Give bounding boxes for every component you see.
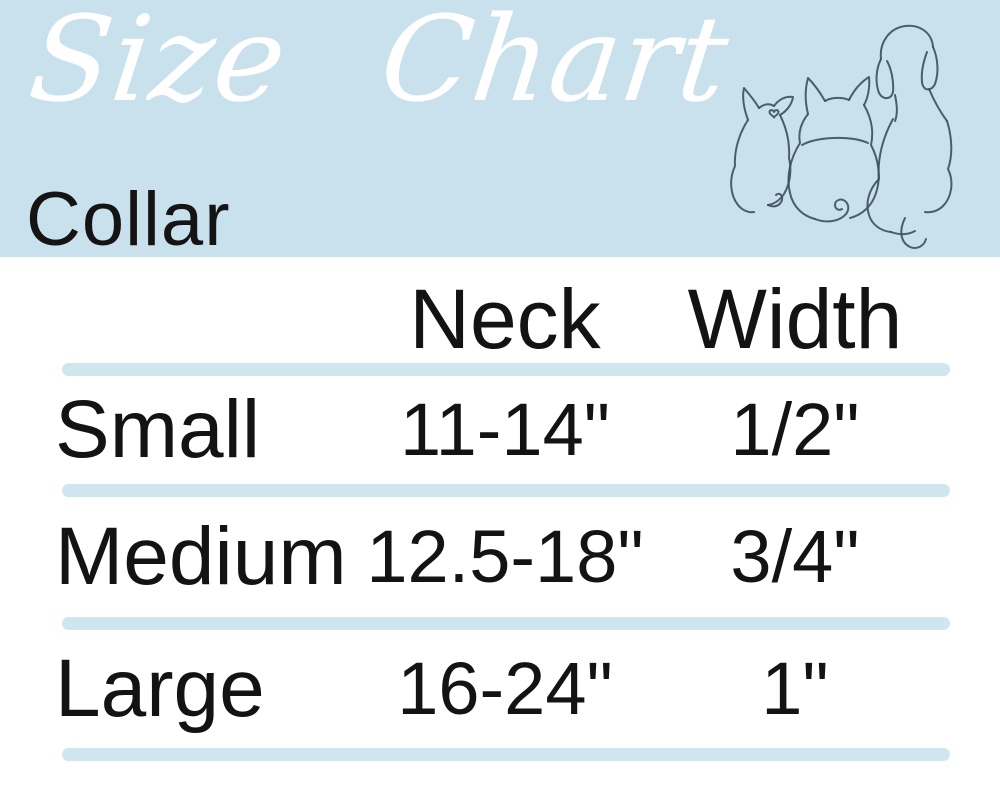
banner: Size Chart Collar — [0, 0, 1000, 262]
size-label: Small — [55, 384, 261, 475]
product-title: Collar — [26, 177, 231, 262]
neck-value: 16-24" — [397, 647, 613, 730]
divider — [62, 617, 950, 630]
size-table: Neck Width Small 11-14" 1/2" Medium 12.5… — [0, 257, 1000, 761]
table-row-large: Large 16-24" 1" — [0, 630, 1000, 748]
size-label: Medium — [55, 511, 347, 602]
size-label: Large — [55, 643, 265, 734]
width-value: 3/4" — [730, 515, 860, 598]
divider — [62, 748, 950, 761]
neck-value: 11-14" — [399, 388, 611, 471]
size-chart-page: Size Chart Collar — [0, 0, 1000, 761]
neck-value: 12.5-18" — [366, 515, 644, 598]
table-row-medium: Medium 12.5-18" 3/4" — [0, 497, 1000, 617]
page-title: Size Chart — [22, 0, 737, 128]
column-header-width: Width — [687, 272, 903, 366]
divider — [62, 363, 950, 376]
width-value: 1/2" — [730, 388, 860, 471]
divider — [62, 484, 950, 497]
pets-line-art-icon — [730, 24, 953, 249]
table-header-row: Neck Width — [0, 257, 1000, 363]
header-spacer — [0, 361, 340, 363]
table-row-small: Small 11-14" 1/2" — [0, 376, 1000, 484]
column-header-neck: Neck — [409, 272, 601, 366]
width-value: 1" — [761, 647, 829, 730]
